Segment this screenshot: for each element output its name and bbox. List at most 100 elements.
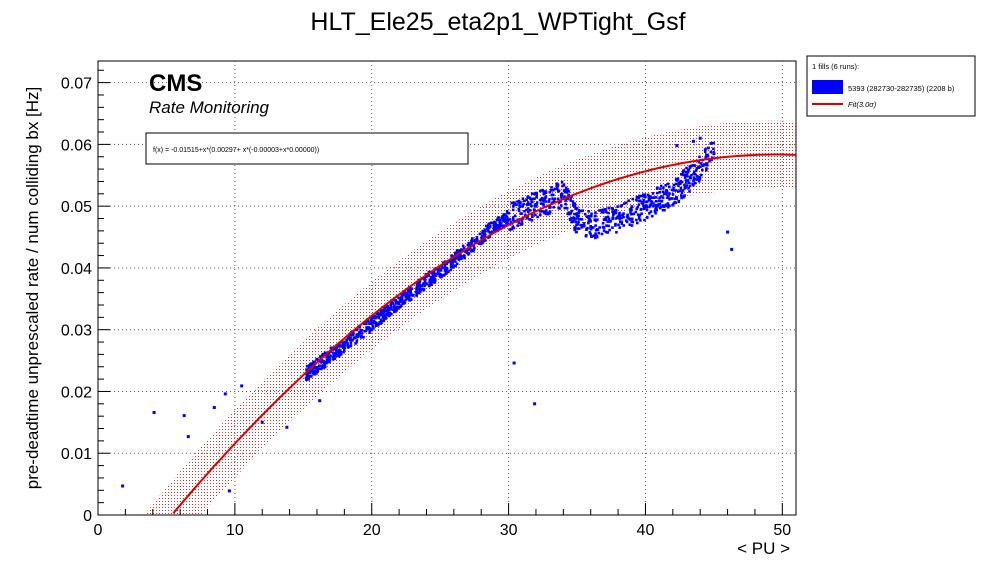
- data-point: [680, 173, 683, 176]
- data-point: [513, 214, 517, 218]
- x-tick-label: 0: [94, 522, 103, 539]
- data-point: [363, 330, 367, 333]
- chart-title: HLT_Ele25_eta2p1_WPTight_Gsf: [310, 8, 685, 36]
- data-point: [701, 168, 704, 172]
- data-point: [423, 281, 427, 284]
- data-point: [665, 193, 668, 196]
- data-point-outlier: [285, 425, 289, 429]
- data-point-outlier: [223, 392, 227, 396]
- data-point: [307, 364, 311, 367]
- data-point: [652, 205, 655, 208]
- data-point: [636, 221, 639, 225]
- data-point: [535, 203, 538, 207]
- data-point: [542, 203, 545, 207]
- x-tick-label: 20: [363, 522, 381, 539]
- data-point: [490, 221, 494, 225]
- data-point: [635, 198, 638, 202]
- data-point: [545, 212, 548, 216]
- data-point: [488, 231, 492, 234]
- data-point: [323, 365, 327, 369]
- data-point: [700, 173, 703, 177]
- data-point: [470, 239, 473, 243]
- data-point: [392, 308, 395, 312]
- data-point: [323, 352, 326, 356]
- data-point: [325, 356, 329, 359]
- data-point: [640, 194, 643, 198]
- fit-formula-box: [145, 132, 469, 165]
- data-point: [306, 374, 309, 378]
- data-point: [661, 190, 665, 194]
- data-point: [611, 207, 614, 211]
- data-point: [587, 220, 591, 223]
- data-point: [651, 192, 655, 195]
- data-point: [536, 215, 539, 219]
- data-point: [577, 214, 580, 218]
- data-point: [505, 219, 508, 222]
- data-point: [541, 199, 545, 202]
- data-point-outlier: [698, 136, 702, 140]
- data-point-outlier: [260, 420, 264, 424]
- data-point: [456, 257, 459, 260]
- data-point: [516, 224, 520, 227]
- data-point: [325, 358, 329, 362]
- data-point: [572, 202, 575, 205]
- rate-monitoring-label: Rate Monitoring: [149, 98, 270, 117]
- data-point: [470, 242, 473, 246]
- data-point: [395, 307, 399, 311]
- data-point: [632, 212, 636, 216]
- data-point: [594, 236, 597, 240]
- data-point: [659, 184, 663, 188]
- axis-ticks: 0 10 20 30 40 50 0 0.01 0.02 0.03 0.04 0.05 0.06 0.07: [61, 69, 791, 539]
- data-point: [328, 355, 331, 359]
- data-point: [432, 281, 436, 284]
- data-point: [519, 223, 523, 226]
- data-point: [618, 211, 621, 215]
- data-point: [551, 197, 554, 200]
- data-point: [485, 224, 488, 228]
- data-point: [685, 174, 689, 178]
- data-point: [642, 204, 645, 207]
- data-point: [575, 207, 579, 210]
- data-point: [655, 208, 658, 212]
- data-point: [429, 277, 433, 280]
- data-point: [663, 208, 666, 212]
- data-point: [564, 186, 568, 190]
- data-point: [557, 201, 561, 204]
- data-point: [517, 209, 521, 213]
- data-point-outlier: [240, 384, 244, 388]
- data-point: [427, 274, 431, 277]
- data-point: [520, 212, 523, 215]
- legend-series-label: 5393 (282730-282735) (2208 b): [848, 84, 955, 93]
- data-point: [706, 146, 710, 150]
- data-point: [577, 208, 581, 212]
- data-point: [528, 218, 531, 221]
- data-point: [490, 230, 494, 233]
- data-point: [443, 263, 447, 267]
- data-point: [514, 203, 518, 207]
- data-point: [483, 232, 486, 236]
- data-point: [460, 248, 463, 251]
- data-point: [685, 166, 688, 170]
- data-point: [365, 326, 369, 330]
- data-point: [689, 176, 693, 180]
- data-point: [672, 189, 675, 192]
- data-point: [443, 273, 446, 277]
- data-point: [635, 195, 639, 199]
- data-point: [687, 181, 691, 185]
- data-point: [688, 184, 692, 188]
- data-point: [618, 213, 621, 216]
- data-point: [611, 210, 614, 214]
- data-point: [666, 205, 670, 209]
- data-point: [605, 224, 608, 227]
- data-point: [566, 188, 570, 191]
- data-point: [320, 359, 323, 362]
- data-point: [458, 256, 462, 259]
- data-point: [548, 206, 551, 209]
- data-point: [335, 354, 338, 358]
- data-point: [394, 298, 398, 302]
- data-point: [692, 176, 696, 179]
- data-point: [626, 213, 629, 217]
- data-point: [703, 148, 707, 151]
- data-point: [471, 239, 475, 243]
- data-point: [372, 326, 375, 330]
